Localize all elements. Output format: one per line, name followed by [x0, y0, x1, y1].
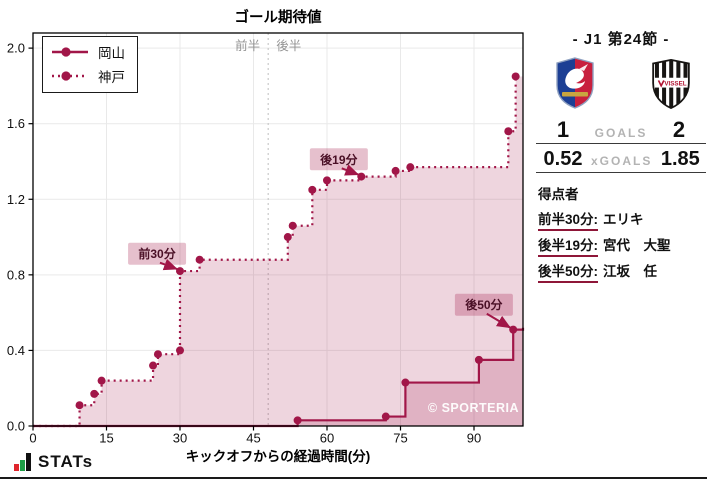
away-goals: 2 — [672, 117, 686, 142]
y-tick-label: 0.8 — [7, 267, 25, 282]
y-tick-label: 0.0 — [7, 419, 25, 434]
away-xgoals: 1.85 — [660, 148, 700, 170]
x-tick-label: 0 — [29, 431, 36, 446]
x-tick-label: 30 — [173, 431, 187, 446]
chart-legend: 岡山 神戸 — [42, 36, 138, 93]
x-tick-label: 90 — [467, 431, 481, 446]
vissel-kobe-crest-icon: VISSEL — [652, 59, 690, 109]
separator — [536, 172, 706, 173]
scorer-row: 後半19分: 宮代 大聖 — [538, 234, 671, 257]
scorer-name: 江坂 任 — [603, 264, 658, 279]
fill-神戸 — [33, 76, 523, 427]
gridlines — [33, 33, 523, 426]
team-logos: VISSEL — [535, 56, 707, 112]
x-tick-label: 75 — [393, 431, 407, 446]
match-round-title: - J1 第24節 - — [572, 31, 670, 48]
scorer-row: 後半50分: 江坂 任 — [538, 260, 657, 283]
y-tick-label: 1.2 — [7, 192, 25, 207]
fill-岡山 — [33, 327, 523, 426]
stats-brand: STATs — [13, 452, 93, 472]
annotation-label: 後19分 — [320, 152, 357, 167]
legend-entry-kobe: 神戸 — [51, 66, 125, 86]
y-tick-label: 2.0 — [7, 41, 25, 56]
bottom-rule — [0, 477, 707, 479]
line-神戸 — [33, 75, 523, 428]
x-axis-label: キックオフからの経過時間(分) — [185, 449, 371, 464]
legend-label-kobe: 神戸 — [98, 70, 125, 85]
xgoals-label: xGOALS — [591, 154, 653, 168]
stats-barchart-icon — [14, 453, 31, 471]
scorers-title: 得点者 — [538, 187, 579, 202]
goals-label: GOALS — [594, 126, 648, 140]
scorer-row: 前半30分: エリキ — [538, 208, 644, 231]
separator — [536, 143, 706, 144]
scorer-name: 宮代 大聖 — [603, 238, 671, 253]
kobe-dotted-line-sample — [52, 71, 88, 81]
first-half-label: 前半 — [235, 38, 260, 53]
match-summary-panel: - J1 第24節 - — [535, 0, 707, 479]
vissel-logo-text: VISSEL — [664, 80, 686, 87]
plot-border — [32, 32, 524, 427]
x-tick-label: 60 — [320, 431, 334, 446]
chart-title: ゴール期待値 — [234, 10, 322, 26]
stats-brand-text: STATs — [38, 452, 94, 471]
home-xgoals: 0.52 — [543, 148, 583, 170]
y-tick-label: 1.6 — [7, 116, 25, 131]
annotation-label: 前30分 — [138, 246, 175, 261]
home-goals: 1 — [556, 117, 570, 142]
sporteria-watermark: © SPORTERIA — [427, 401, 519, 415]
scorer-name: エリキ — [603, 212, 644, 227]
second-half-label: 後半 — [276, 39, 301, 53]
okayama-crest-icon — [556, 57, 594, 109]
scorer-time: 後半19分: — [538, 234, 599, 257]
annotation-label: 後50分 — [465, 297, 502, 312]
series-markers — [75, 72, 520, 425]
x-tick-label: 15 — [99, 431, 113, 446]
legend-label-okayama: 岡山 — [98, 46, 125, 61]
score-row: 1 GOALS 2 — [535, 117, 707, 143]
xgoals-row: 0.52 xGOALS 1.85 — [535, 148, 707, 171]
x-tick-label: 45 — [246, 431, 260, 446]
axes: 0 15 30 45 60 75 90 0.0 0.4 0.8 1.2 1.6 2.0 — [7, 41, 481, 446]
scorer-time: 後半50分: — [538, 260, 599, 283]
okayama-solid-line-sample — [52, 47, 88, 57]
y-tick-label: 0.4 — [7, 343, 25, 358]
legend-entry-okayama: 岡山 — [51, 42, 125, 62]
scorer-time: 前半30分: — [538, 208, 599, 231]
series-fills — [33, 76, 523, 427]
